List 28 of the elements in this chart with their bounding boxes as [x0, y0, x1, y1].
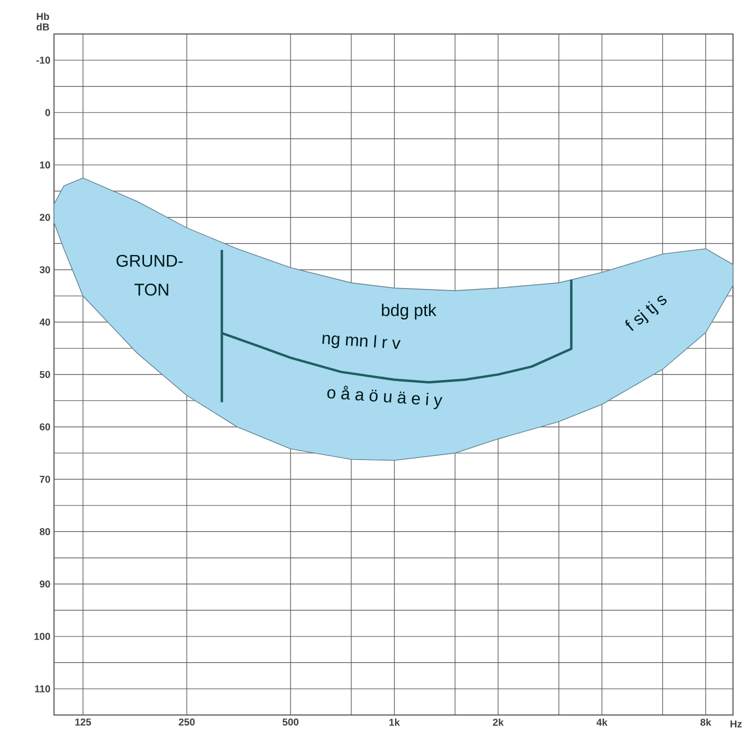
y-tick-label: 90 [40, 580, 50, 588]
y-tick-label: 20 [40, 214, 50, 221]
y-tick-label: 70 [40, 476, 50, 483]
x-tick-label: 125 [75, 718, 92, 726]
annotation: TON [134, 284, 168, 296]
x-tick-label: 1k [389, 718, 400, 726]
annotation: f sj tj s [625, 296, 667, 332]
y-tick-label: 50 [40, 370, 50, 378]
x-tick-label: 4k [596, 718, 608, 726]
annotation: o å a ö u ä e i y [327, 386, 442, 410]
y-tick-label: 0 [45, 109, 50, 116]
y-tick-label: 30 [40, 266, 50, 274]
x-tick-label: 2k [492, 718, 504, 726]
y-tick-label: 110 [35, 685, 50, 692]
y-tick-label: -10 [36, 56, 50, 64]
x-tick-label: 500 [282, 718, 298, 726]
x-tick-label: 250 [178, 718, 195, 726]
y-tick-label: 80 [40, 528, 50, 536]
annotation: bdg ptk [382, 304, 436, 320]
y-tick-label: 60 [40, 423, 50, 430]
y-tick-label: 10 [40, 161, 50, 168]
x-tick-label: 8k [700, 718, 712, 726]
y-tick-label: 100 [34, 632, 50, 640]
annotation: GRUND- [116, 254, 183, 267]
annotation: ng mn l r v [322, 334, 401, 349]
y-axis-title: Hb dB [36, 12, 50, 30]
x-axis-title: Hz [730, 720, 742, 728]
y-tick-label: 40 [40, 318, 50, 326]
